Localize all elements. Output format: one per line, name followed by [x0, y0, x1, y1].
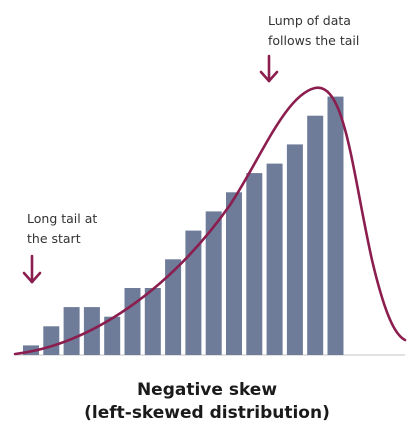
down-arrow-icon	[22, 254, 42, 284]
bar-10	[205, 211, 222, 355]
right-annotation-line2: follows the tail	[268, 33, 359, 48]
histogram-bars	[23, 96, 344, 355]
skew-curve	[13, 86, 407, 356]
down-arrow-icon	[259, 54, 279, 83]
bar-7	[144, 288, 161, 355]
right-annotation-line1: Lump of data	[268, 13, 351, 28]
bar-13	[266, 163, 283, 355]
bar-15	[307, 115, 324, 355]
bar-8	[165, 259, 182, 355]
bar-16	[327, 96, 344, 355]
chart-caption-line1: Negative skew	[137, 380, 277, 400]
bar-9	[185, 230, 202, 355]
bar-6	[124, 288, 141, 355]
bar-14	[286, 144, 303, 355]
chart-caption-line2: (left-skewed distribution)	[84, 403, 330, 423]
bar-3	[63, 307, 80, 355]
bar-12	[246, 173, 263, 355]
bar-11	[226, 192, 242, 355]
bar-5	[104, 316, 121, 355]
bar-2	[43, 326, 60, 355]
left-annotation-line1: Long tail at	[27, 211, 97, 226]
left-annotation-line2: the start	[27, 231, 81, 246]
